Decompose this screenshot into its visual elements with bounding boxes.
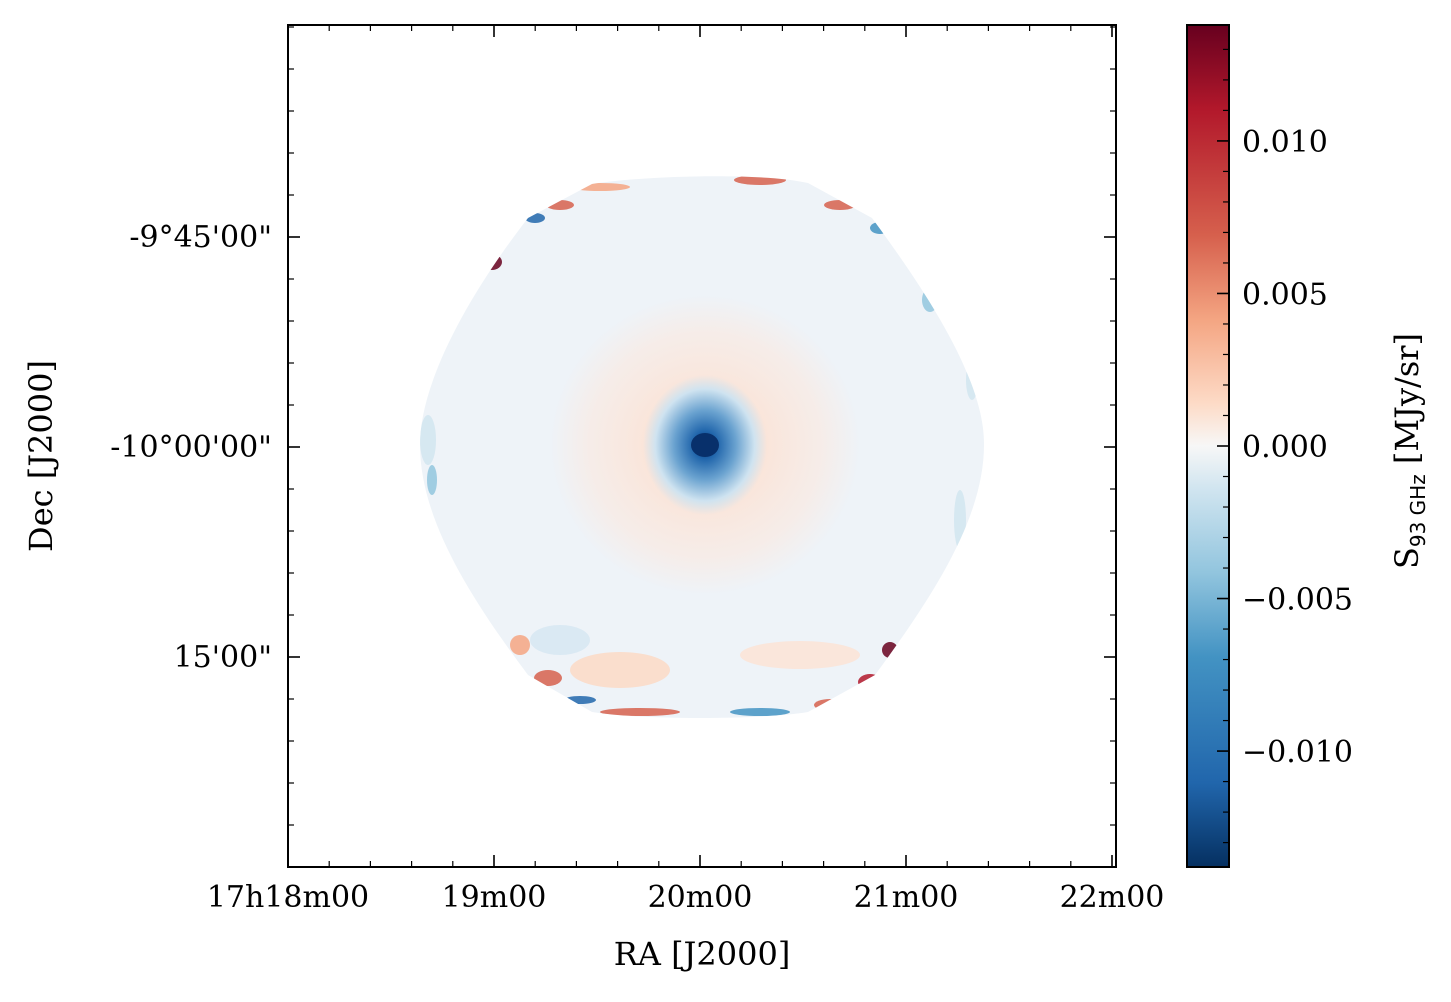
map-center-core (691, 433, 719, 457)
colorbar-tick-label: −0.010 (1242, 735, 1353, 770)
edge-feature (734, 176, 786, 185)
edge-feature (814, 699, 846, 711)
edge-feature (534, 670, 562, 686)
edge-feature (954, 490, 966, 550)
heatmap-image (420, 176, 985, 718)
colorbar-tick-label: 0.010 (1242, 125, 1328, 160)
edge-feature (882, 642, 898, 658)
y-tick-label: -10°00'00" (110, 430, 272, 465)
edge-feature (824, 200, 856, 210)
edge-feature (740, 641, 860, 669)
colorbar-label-sub: 93 GHz (1406, 474, 1430, 547)
colorbar-tick-label: 0.005 (1242, 277, 1328, 312)
colorbar-label: S93 GHz [MJy/sr] (1388, 333, 1430, 569)
axes-frame (287, 24, 1117, 868)
edge-feature (564, 696, 596, 704)
edge-feature (546, 200, 574, 210)
edge-feature (570, 652, 670, 688)
main-axes: 17h18m00 19m00 20m00 21m00 22m00 -9°45'00" -10… (22, 24, 1165, 973)
edge-feature (525, 213, 545, 223)
colorbar-label-main: S (1388, 547, 1426, 569)
edge-feature (858, 674, 882, 690)
edge-feature (570, 183, 630, 191)
y-tick-label: -9°45'00" (129, 220, 272, 255)
x-tick-label: 22m00 (1060, 880, 1165, 915)
edge-feature (870, 222, 890, 234)
x-tick-label: 21m00 (854, 880, 959, 915)
x-tick-label: 20m00 (648, 880, 753, 915)
colorbar: 0.010 0.005 0.000 −0.005 −0.010 S93 GHz [MJy/… (1186, 24, 1430, 868)
x-axis-label: RA [J2000] (614, 935, 791, 973)
y-axis-label: Dec [J2000] (22, 360, 60, 552)
y-tick-label: 15'00" (174, 640, 272, 675)
edge-feature (510, 635, 530, 655)
edge-feature (530, 625, 590, 655)
edge-feature (730, 708, 790, 716)
edge-feature (922, 288, 938, 312)
edge-feature (966, 360, 978, 400)
colorbar-tick-label: −0.005 (1242, 583, 1353, 618)
x-tick-label: 17h18m00 (207, 880, 369, 915)
edge-feature (427, 465, 437, 495)
edge-feature (482, 254, 502, 270)
x-tick-label: 19m00 (442, 880, 547, 915)
edge-feature (420, 415, 436, 465)
colorbar-label-units: [MJy/sr] (1388, 333, 1426, 474)
colorbar-tick-label: 0.000 (1242, 430, 1328, 465)
edge-feature (600, 708, 680, 716)
